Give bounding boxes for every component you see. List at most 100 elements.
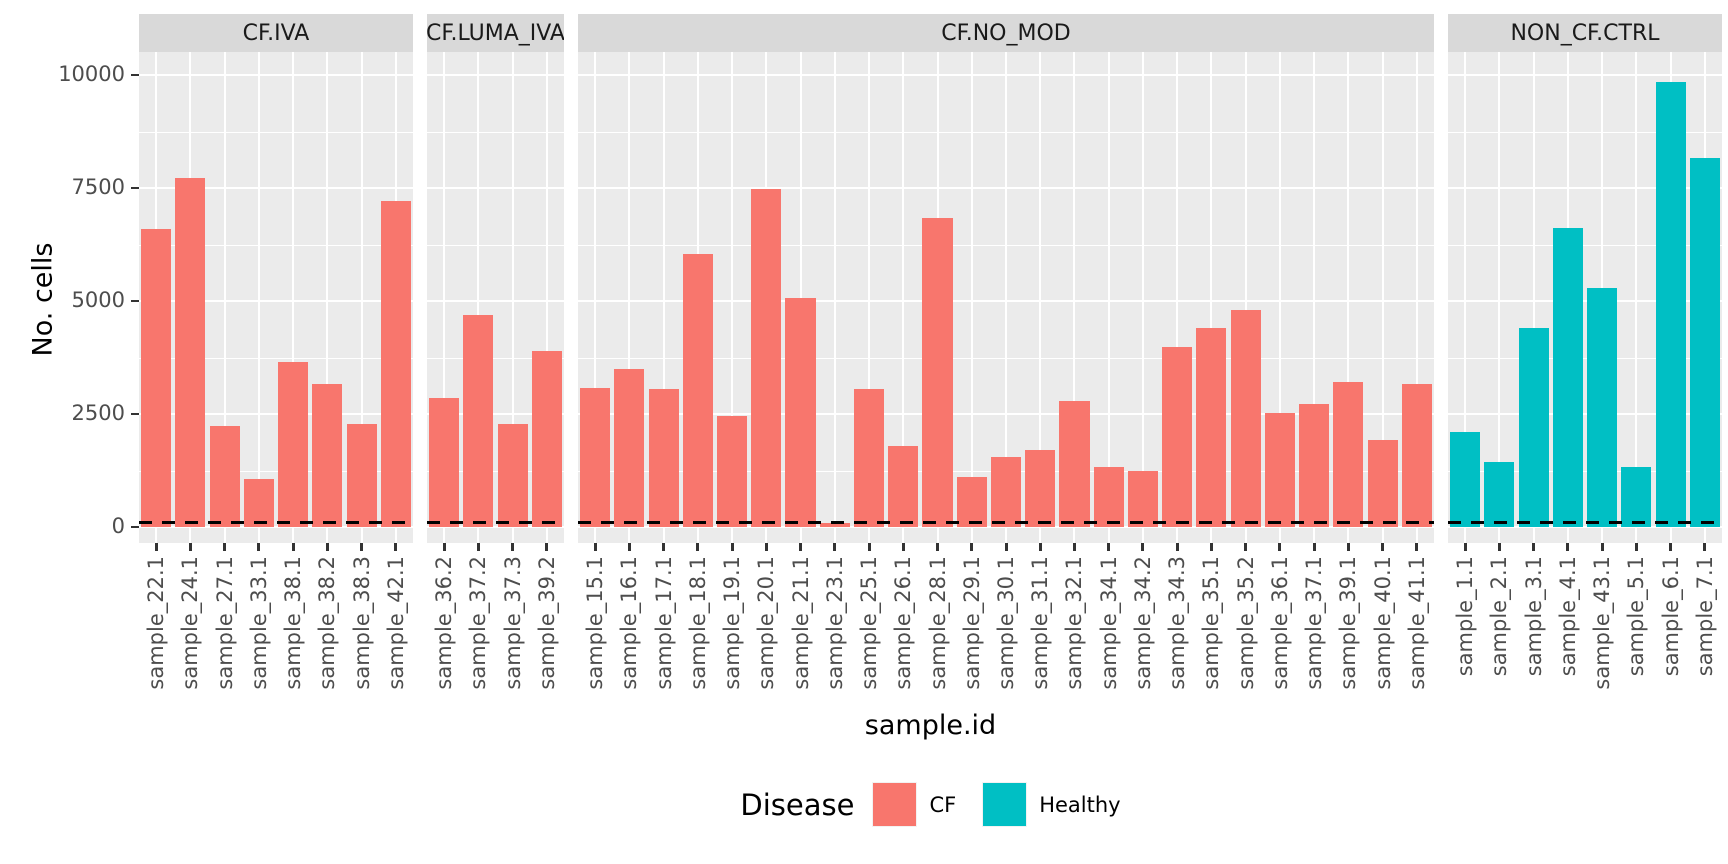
x-axis-tick	[1497, 543, 1501, 551]
x-axis-tick	[360, 543, 364, 551]
gridline-vertical	[662, 52, 665, 543]
x-axis-tick	[1600, 543, 1604, 551]
x-axis-tick-label-text: sample_37.3	[500, 556, 525, 690]
legend: Disease CF Healthy	[139, 782, 1722, 827]
bar-sample_26.1	[888, 446, 919, 527]
legend-key-cf-swatch	[872, 782, 918, 827]
gridline-vertical	[1464, 52, 1467, 543]
bar-sample_28.1	[922, 217, 953, 527]
bar-sample_37.2	[463, 314, 494, 527]
y-axis-tick-label: 7500	[71, 175, 125, 199]
facet-strip-label: CF.LUMA_IVA	[427, 20, 564, 46]
x-axis-tick	[1175, 543, 1179, 551]
gridline-vertical	[1073, 52, 1076, 543]
x-axis-tick	[1381, 543, 1385, 551]
x-axis-tick-label-text: sample_29.1	[959, 556, 984, 690]
y-axis-tick-label: 10000	[58, 62, 125, 86]
x-axis-tick-label-text: sample_2.1	[1487, 556, 1512, 677]
x-axis-tick	[593, 543, 597, 551]
legend-key-healthy-swatch	[982, 782, 1028, 827]
x-axis-tick-label-text: sample_37.1	[1302, 556, 1327, 690]
x-axis-tick-label-text: sample_39.2	[534, 556, 559, 690]
y-axis-tick	[131, 300, 139, 302]
bar-sample_37.3	[497, 423, 528, 527]
x-axis-tick	[1566, 543, 1570, 551]
x-axis-tick	[1463, 543, 1467, 551]
facet-strip-label: CF.IVA	[242, 20, 310, 46]
x-axis-tick-label-text: sample_1.1	[1453, 556, 1478, 677]
gridline-vertical	[443, 52, 446, 543]
gridline-vertical	[1278, 52, 1281, 543]
bar-sample_35.1	[1196, 328, 1227, 527]
bar-sample_34.1	[1093, 466, 1124, 527]
x-axis-tick-label-text: sample_26.1	[891, 556, 916, 690]
bar-sample_29.1	[956, 477, 987, 527]
facet-strip: CF.IVA	[139, 14, 413, 52]
gridline-minor	[427, 244, 564, 246]
facet-strip-label: NON_CF.CTRL	[1510, 20, 1660, 46]
x-axis-tick-label-text: sample_28.1	[925, 556, 950, 690]
bar-sample_33.1	[243, 479, 274, 527]
y-axis-tick	[131, 74, 139, 76]
x-axis-tick	[325, 543, 329, 551]
bar-sample_18.1	[682, 253, 713, 527]
y-axis-tick	[131, 187, 139, 189]
x-axis-tick-label-text: sample_35.1	[1199, 556, 1224, 690]
gridline-vertical	[970, 52, 973, 543]
gridline-major	[139, 187, 413, 189]
gridline-major	[427, 187, 564, 189]
bar-sample_38.1	[278, 362, 309, 527]
x-axis-tick	[833, 543, 837, 551]
bar-sample_37.1	[1299, 404, 1330, 527]
x-axis-tick-label-text: sample_5.1	[1624, 556, 1649, 677]
bar-sample_31.1	[1025, 450, 1056, 527]
bar-sample_32.1	[1059, 400, 1090, 527]
gridline-vertical	[1347, 52, 1350, 543]
x-axis-tick	[394, 543, 398, 551]
x-axis-tick	[901, 543, 905, 551]
x-axis-tick-label-text: sample_31.1	[1028, 556, 1053, 690]
gridline-major	[1448, 74, 1722, 76]
gridline-major	[427, 300, 564, 302]
gridline-vertical	[1107, 52, 1110, 543]
bar-sample_34.2	[1127, 470, 1159, 527]
x-axis-tick-label-text: sample_18.1	[685, 556, 710, 690]
gridline-vertical	[257, 52, 260, 543]
x-axis-tick-label-text: sample_33.1	[246, 556, 271, 690]
facet-panel	[578, 52, 1434, 543]
x-axis-tick	[696, 543, 700, 551]
bar-sample_2.1	[1484, 461, 1515, 527]
x-axis-tick-label-text: sample_32.1	[1062, 556, 1087, 690]
x-axis-tick	[1004, 543, 1008, 551]
gridline-vertical	[799, 52, 802, 543]
threshold-dashed-line	[427, 520, 564, 524]
legend-label-healthy: Healthy	[1039, 792, 1121, 817]
y-axis-tick-label: 5000	[71, 288, 125, 312]
threshold-dashed-line	[1448, 520, 1722, 524]
bar-sample_39.2	[531, 351, 562, 527]
x-axis-tick-label-text: sample_25.1	[857, 556, 882, 690]
x-axis-tick	[970, 543, 974, 551]
y-axis-tick-label: 2500	[71, 401, 125, 425]
bar-sample_1.1	[1450, 432, 1481, 527]
facet-strip: CF.LUMA_IVA	[427, 14, 564, 52]
gridline-vertical	[868, 52, 871, 543]
gridline-vertical	[1532, 52, 1535, 543]
x-axis-tick-label-text: sample_38.3	[349, 556, 374, 690]
x-axis-tick-label-text: sample_21.1	[788, 556, 813, 690]
x-axis-tick	[662, 543, 666, 551]
x-axis-tick-label-text: sample_34.1	[1096, 556, 1121, 690]
facet-panel	[427, 52, 564, 543]
gridline-major	[139, 74, 413, 76]
bar-sample_17.1	[648, 389, 679, 527]
y-axis-tick	[131, 526, 139, 528]
bar-sample_15.1	[580, 387, 611, 527]
bar-sample_25.1	[853, 389, 885, 527]
bar-sample_36.2	[429, 398, 460, 527]
x-axis-tick-label-text: sample_37.2	[466, 556, 491, 690]
x-axis-tick	[764, 543, 768, 551]
x-axis-tick	[257, 543, 261, 551]
x-axis-tick	[511, 543, 515, 551]
gridline-vertical	[1415, 52, 1418, 543]
bar-sample_43.1	[1587, 287, 1618, 527]
